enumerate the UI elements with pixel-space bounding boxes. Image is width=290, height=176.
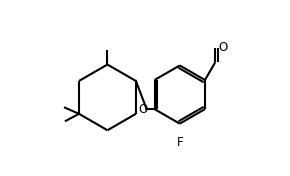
- Text: F: F: [176, 136, 183, 149]
- Text: O: O: [219, 41, 228, 54]
- Text: O: O: [139, 103, 148, 116]
